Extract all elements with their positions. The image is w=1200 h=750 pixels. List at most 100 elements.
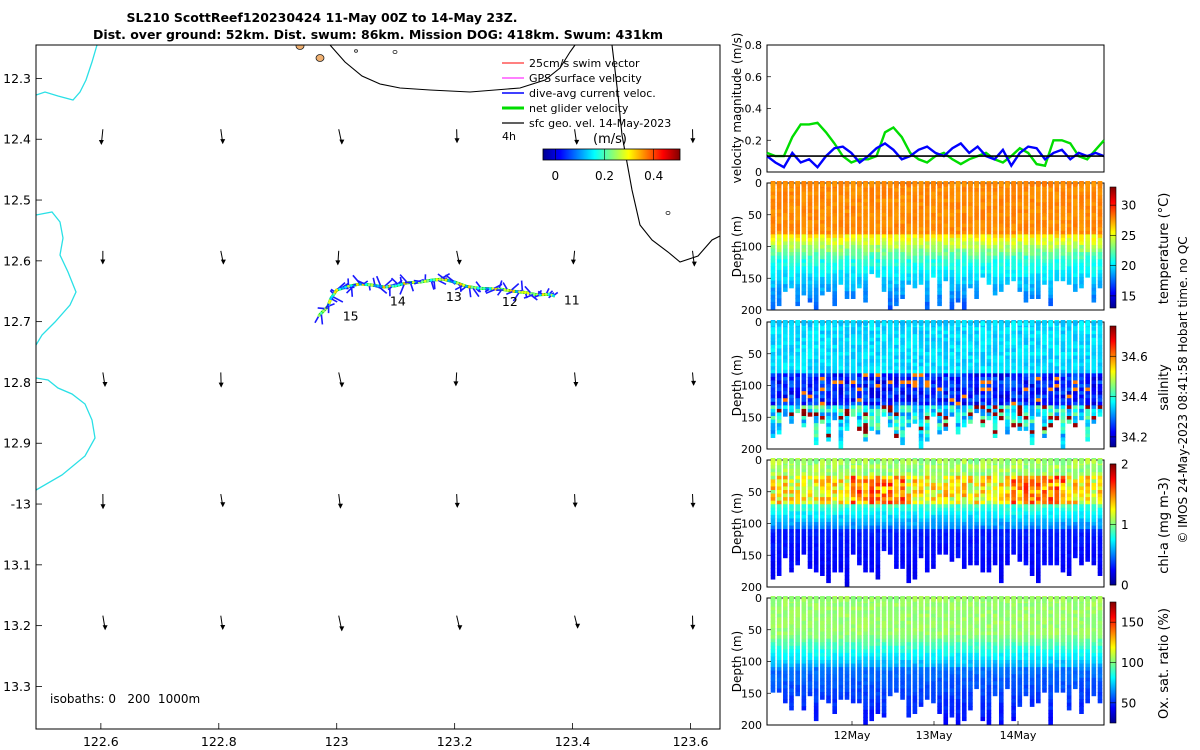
track-point xyxy=(456,281,460,285)
colorbar-tick-label: 15 xyxy=(1121,289,1136,303)
profile-sample xyxy=(974,227,979,232)
profile-sample xyxy=(1079,262,1084,267)
profile-sample xyxy=(770,287,776,292)
profile-sample xyxy=(881,237,887,243)
profile-sample xyxy=(918,536,924,541)
profile-sample xyxy=(826,497,831,502)
profile-sample xyxy=(918,255,924,260)
profile-sample xyxy=(844,500,850,505)
profile-cast xyxy=(776,458,782,576)
profile-sample xyxy=(813,433,819,438)
track-point xyxy=(358,282,362,286)
profile-sample xyxy=(900,387,905,392)
profile-sample xyxy=(1097,209,1103,214)
profile-sample xyxy=(1011,230,1016,235)
profile-sample xyxy=(974,401,979,406)
profile-sample xyxy=(820,380,825,385)
profile-sample xyxy=(1073,376,1078,382)
profile-sample xyxy=(968,334,973,339)
profile-sample xyxy=(881,475,887,480)
track-point xyxy=(373,284,377,288)
profile-sample xyxy=(838,518,844,523)
profile-sample xyxy=(850,280,856,285)
profile-sample xyxy=(912,348,918,353)
profile-cast xyxy=(1097,320,1103,417)
isobath-shelf xyxy=(611,45,720,263)
profile-sample xyxy=(937,472,942,477)
profile-sample xyxy=(943,327,949,332)
profile-cast xyxy=(930,181,937,278)
profile-sample xyxy=(820,479,825,484)
profile-sample xyxy=(900,255,905,260)
profile-sample xyxy=(924,511,930,516)
profile-sample xyxy=(900,245,905,250)
profile-sample xyxy=(826,550,831,555)
profile-sample xyxy=(943,341,949,346)
profile-sample xyxy=(776,387,782,392)
profile-sample xyxy=(887,341,893,346)
geostrophic-arrow xyxy=(100,494,106,510)
profile-sample xyxy=(795,337,800,342)
profile-sample xyxy=(1023,380,1029,385)
profile-sample xyxy=(875,237,881,243)
profile-sample xyxy=(832,298,837,303)
profile-sample xyxy=(1079,391,1084,396)
profile-sample xyxy=(912,493,918,498)
profile-sample xyxy=(857,561,862,566)
profile-sample xyxy=(900,188,905,193)
profile-sample xyxy=(776,525,782,530)
profile-sample xyxy=(1011,405,1016,410)
profile-sample xyxy=(875,366,881,371)
profile-sample xyxy=(1048,234,1053,239)
profile-sample xyxy=(789,252,794,257)
arrow-head xyxy=(100,504,106,510)
profile-sample xyxy=(776,497,782,502)
profile-sample xyxy=(986,205,992,211)
profile-sample xyxy=(863,532,868,537)
profile-sample xyxy=(918,198,924,203)
profile-sample xyxy=(894,195,899,200)
profile-sample xyxy=(776,223,782,228)
profile-sample xyxy=(776,430,782,435)
profile-sample xyxy=(918,401,924,406)
profile-surface-sample xyxy=(807,458,813,465)
profile-sample xyxy=(1097,191,1103,196)
arrow-head xyxy=(691,380,697,386)
profile-sample xyxy=(1042,373,1047,378)
profile-sample xyxy=(783,330,788,335)
profile-sample xyxy=(838,266,844,271)
profile-sample xyxy=(863,327,868,332)
profile-sample xyxy=(826,205,831,211)
profile-sample xyxy=(1054,273,1060,278)
profile-sample xyxy=(949,490,955,495)
profile-sample xyxy=(955,468,961,473)
profile-sample xyxy=(949,373,955,378)
profile-sample xyxy=(783,398,788,403)
profile-sample xyxy=(887,269,893,275)
profile-sample xyxy=(844,423,850,428)
profile-sample xyxy=(955,465,961,470)
profile-sample xyxy=(857,384,862,389)
profile-sample xyxy=(887,362,893,367)
profile-sample xyxy=(1011,234,1016,239)
profile-sample xyxy=(961,423,967,428)
arrow-head xyxy=(339,382,345,388)
profile-sample xyxy=(857,490,862,495)
profile-sample xyxy=(875,209,881,214)
profile-sample xyxy=(1060,188,1066,193)
profile-sample xyxy=(961,294,967,299)
profile-sample xyxy=(813,273,819,278)
profile-sample xyxy=(887,205,893,211)
profile-sample xyxy=(844,366,850,371)
profile-sample xyxy=(949,412,955,417)
profile-sample xyxy=(937,405,942,410)
profile-sample xyxy=(844,416,850,421)
profile-sample xyxy=(869,195,875,200)
profile-surface-sample xyxy=(862,320,869,327)
profile-sample xyxy=(906,334,912,339)
profile-sample xyxy=(795,373,800,378)
profile-sample xyxy=(937,482,942,488)
profile-sample xyxy=(789,191,794,196)
profile-cast xyxy=(961,320,967,428)
profile-sample xyxy=(770,230,776,235)
